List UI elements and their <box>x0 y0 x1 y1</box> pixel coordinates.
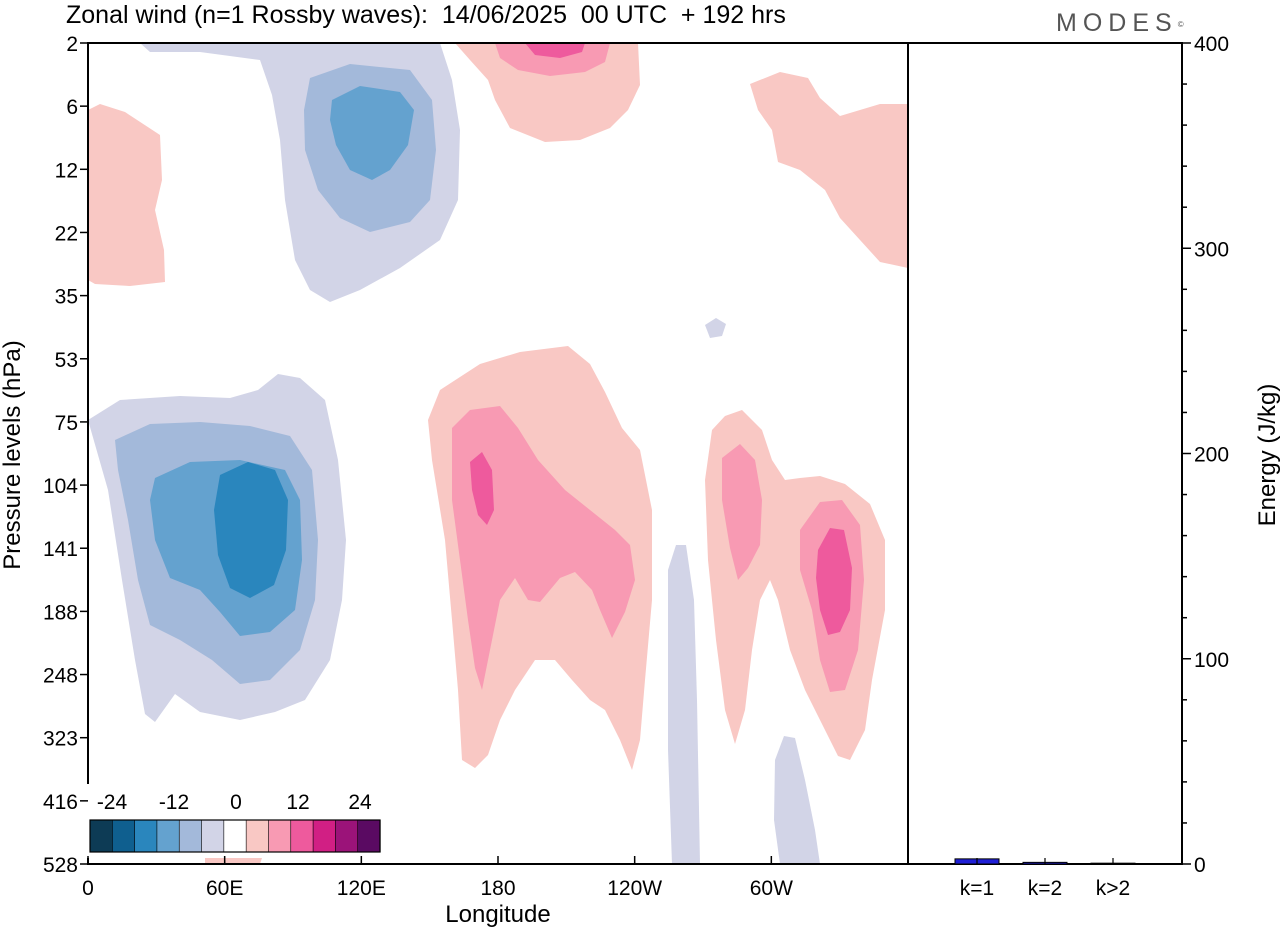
longitude-tick-label: 0 <box>82 877 94 900</box>
contour-neg-3 <box>330 86 414 180</box>
contour-pos-3f <box>816 528 852 635</box>
pressure-tick-label: 6 <box>66 96 78 119</box>
contour-pos-2d <box>452 406 635 690</box>
energy-tick-label: 300 <box>1194 238 1229 261</box>
colorbar-swatch <box>268 819 292 853</box>
easterly-streak-lower-center <box>668 545 700 864</box>
longitude-tick-label: 180 <box>480 877 515 900</box>
easterly-lobe-lower <box>88 374 346 722</box>
pressure-tick-label: 248 <box>43 665 78 688</box>
colorbar-swatch <box>335 819 359 853</box>
westerly-right <box>705 410 885 760</box>
energy-frame <box>907 42 1183 865</box>
energy-category-label: k=1 <box>960 877 994 900</box>
contour-neg-4b <box>214 462 288 598</box>
westerly-center <box>428 346 652 770</box>
westerly-far-right <box>750 72 908 268</box>
longitude-tick-label: 120E <box>337 877 386 900</box>
colorbar-swatch <box>201 819 225 853</box>
colorbar-swatch <box>89 819 113 853</box>
easterly-blob-small <box>705 318 726 338</box>
contour-pos-1c <box>750 72 908 268</box>
pressure-tick-label: 188 <box>43 601 78 624</box>
energy-tick-label: 100 <box>1194 649 1229 672</box>
energy-axis-title: Energy (J/kg) <box>1254 384 1280 527</box>
contour-field <box>88 43 908 864</box>
pressure-tick-label: 141 <box>43 538 78 561</box>
colorbar-swatch <box>178 819 203 853</box>
colorbar-outline <box>89 819 381 853</box>
colorbar-labels: -24 -12 0 12 24 <box>97 791 372 814</box>
colorbar-swatches <box>89 819 381 853</box>
colorbar-swatch <box>134 819 158 853</box>
contour-pos-1a <box>88 104 165 286</box>
westerly-far-left <box>88 104 165 286</box>
chart-title: Zonal wind (n=1 Rossby waves): 14/06/202… <box>66 1 786 29</box>
pressure-tick-label: 53 <box>55 349 78 372</box>
colorbar-swatch <box>245 819 270 853</box>
pressure-tick-label: 104 <box>43 475 78 498</box>
pressure-tick-label: 528 <box>43 854 78 877</box>
colorbar-label: 24 <box>348 791 372 814</box>
longitude-tick-label: 60E <box>206 877 243 900</box>
pressure-axis: 2 6 12 22 35 53 75 104 141 188 248 323 416 528 <box>43 33 88 877</box>
colorbar-label: 12 <box>286 791 309 814</box>
pressure-tick-label: 2 <box>66 33 78 56</box>
modes-logo: MODES© <box>1056 8 1184 38</box>
colorbar-label: 0 <box>230 791 242 814</box>
logo-text: MODES <box>1056 9 1178 37</box>
energy-tick-label: 400 <box>1194 33 1229 56</box>
energy-category-label: k=2 <box>1028 877 1062 900</box>
colorbar-label: -24 <box>97 791 128 814</box>
pressure-tick-label: 22 <box>55 222 78 245</box>
y-axis-title: Pressure levels (hPa) <box>0 340 26 569</box>
pressure-tick-label: 12 <box>55 159 78 182</box>
contour-pos-3d <box>470 452 494 525</box>
colorbar-swatch <box>312 819 336 853</box>
pressure-tick-label: 35 <box>55 286 78 309</box>
easterly-lobe-upper <box>140 43 460 302</box>
pressure-tick-label: 416 <box>43 791 78 814</box>
colorbar-label: -12 <box>159 791 189 814</box>
logo-mark: © <box>1177 20 1184 29</box>
contour-pos-3b <box>525 43 585 58</box>
westerly-upper-center <box>455 43 640 142</box>
colorbar-swatch <box>112 819 136 853</box>
energy-categories: k=1 k=2 k>2 <box>960 858 1130 900</box>
contour-pos-2e <box>722 444 762 580</box>
colorbar-swatch <box>357 819 381 853</box>
longitude-axis: 0 60E 120E 180 120W 60W <box>82 856 909 900</box>
colorbar-swatch <box>156 819 180 853</box>
colorbar-swatch <box>290 819 314 853</box>
colorbar-swatch <box>223 819 247 853</box>
x-axis-title: Longitude <box>445 901 550 928</box>
energy-category-label: k>2 <box>1096 877 1130 900</box>
longitude-tick-label: 60W <box>750 877 793 900</box>
energy-tick-label: 0 <box>1194 854 1206 877</box>
easterly-streak-lower-right <box>774 736 820 864</box>
energy-tick-label: 200 <box>1194 444 1229 467</box>
contour-pos-1b <box>455 43 640 142</box>
longitude-tick-label: 120W <box>607 877 662 900</box>
energy-axis: 0 100 200 300 400 <box>1182 33 1229 877</box>
colorbar: -24 -12 0 12 24 <box>86 784 384 858</box>
pressure-tick-label: 75 <box>55 412 78 435</box>
pressure-tick-label: 323 <box>43 728 78 751</box>
